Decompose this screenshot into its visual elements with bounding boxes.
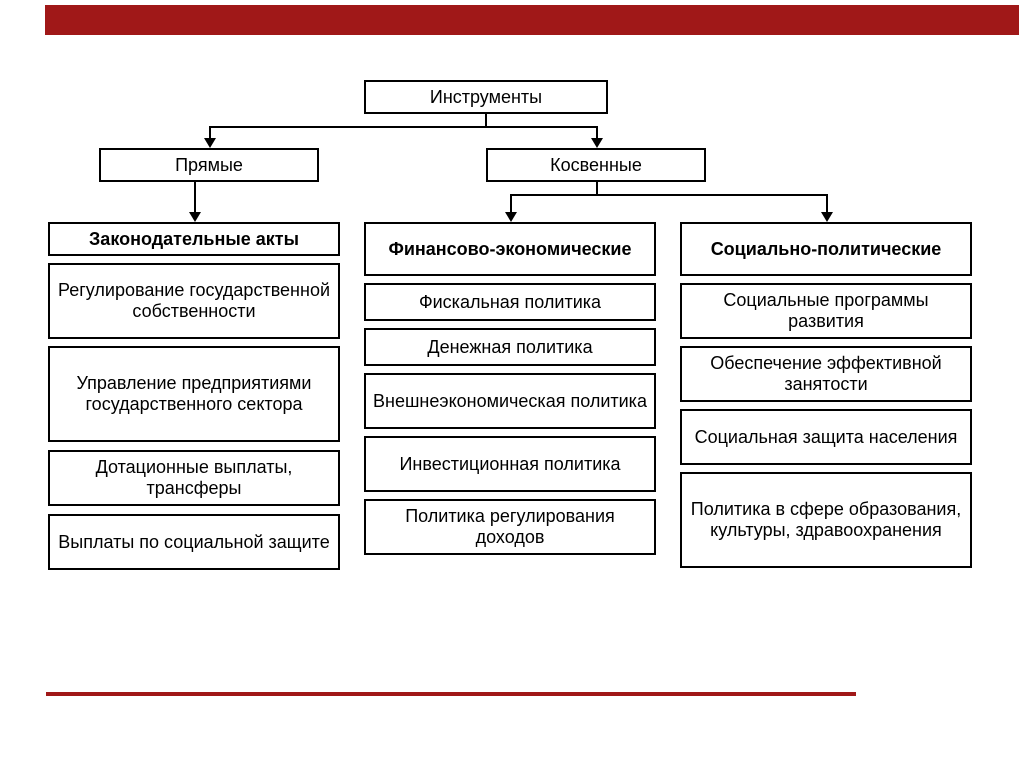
branch-left-node: Прямые (99, 148, 319, 182)
conn-la-vert (194, 182, 196, 212)
col-b-item-4: Политика регулирования доходов (364, 499, 656, 555)
col-b-header: Финансово-экономические (364, 222, 656, 276)
conn-rb-vertB (510, 194, 512, 212)
col-c-item-1-text: Обеспечение эффективной занятости (688, 353, 964, 394)
col-c-item-2: Социальная защита населения (680, 409, 972, 465)
root-node: Инструменты (364, 80, 608, 114)
col-c-header-text: Социально-политические (711, 239, 942, 260)
conn-left-vert (209, 126, 211, 138)
col-a-item-1: Управление предприятиями государственног… (48, 346, 340, 442)
col-a-item-1-text: Управление предприятиями государственног… (56, 373, 332, 414)
col-c-item-1: Обеспечение эффективной занятости (680, 346, 972, 402)
col-a-item-2-text: Дотационные выплаты, трансферы (56, 457, 332, 498)
col-b-item-1-text: Денежная политика (427, 337, 592, 358)
col-c-header: Социально-политические (680, 222, 972, 276)
header-bar (45, 5, 1019, 35)
col-b-item-3-text: Инвестиционная политика (399, 454, 620, 475)
footer-bar (46, 692, 856, 696)
conn-rb-arrowB (505, 212, 517, 222)
col-b-item-4-text: Политика регулирования доходов (372, 506, 648, 547)
col-c-item-0-text: Социальные программы развития (688, 290, 964, 331)
col-a-header-text: Законодательные акты (89, 229, 299, 250)
branch-right-label: Косвенные (550, 155, 642, 176)
conn-rb-horiz (510, 194, 828, 196)
col-c-item-3-text: Политика в сфере образования, культуры, … (688, 499, 964, 540)
col-b-item-1: Денежная политика (364, 328, 656, 366)
col-a-header: Законодательные акты (48, 222, 340, 256)
col-a-item-2: Дотационные выплаты, трансферы (48, 450, 340, 506)
branch-left-label: Прямые (175, 155, 243, 176)
conn-rb-vertC (826, 194, 828, 212)
col-a-item-0: Регулирование государственной собственно… (48, 263, 340, 339)
col-b-item-2: Внешнеэкономическая политика (364, 373, 656, 429)
col-a-item-3-text: Выплаты по социальной защите (58, 532, 329, 553)
col-a-item-0-text: Регулирование государственной собственно… (56, 280, 332, 321)
col-c-item-3: Политика в сфере образования, культуры, … (680, 472, 972, 568)
col-c-item-2-text: Социальная защита населения (695, 427, 958, 448)
col-b-item-0: Фискальная политика (364, 283, 656, 321)
conn-rb-arrowC (821, 212, 833, 222)
branch-right-node: Косвенные (486, 148, 706, 182)
conn-right-arrow (591, 138, 603, 148)
col-b-item-0-text: Фискальная политика (419, 292, 601, 313)
conn-left-arrow (204, 138, 216, 148)
col-b-item-2-text: Внешнеэкономическая политика (373, 391, 647, 412)
conn-la-arrow (189, 212, 201, 222)
conn-root-horiz (209, 126, 598, 128)
col-c-item-0: Социальные программы развития (680, 283, 972, 339)
root-label: Инструменты (430, 87, 542, 108)
conn-right-vert (596, 126, 598, 138)
col-b-header-text: Финансово-экономические (388, 239, 631, 260)
col-a-item-3: Выплаты по социальной защите (48, 514, 340, 570)
col-b-item-3: Инвестиционная политика (364, 436, 656, 492)
